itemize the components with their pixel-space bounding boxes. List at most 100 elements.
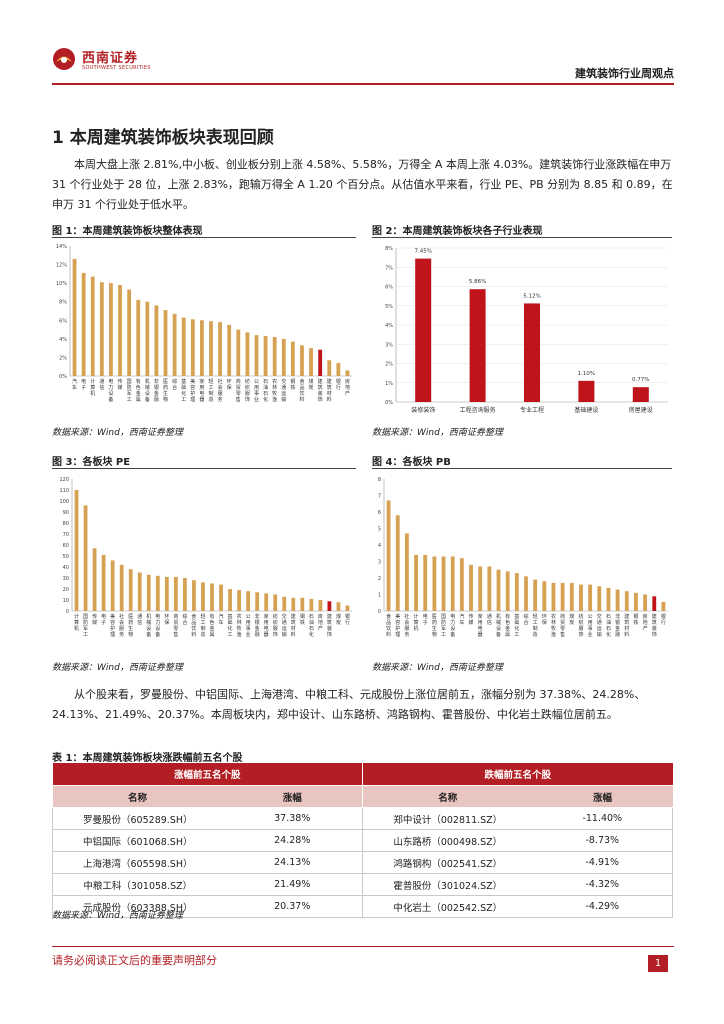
y-tick-label: 2% <box>59 355 67 361</box>
y-tick-label: 6% <box>59 318 67 324</box>
table-body: 罗曼股份（605289.SH） 37.38% 郑中设计（002811.SZ） -11.… <box>52 807 674 918</box>
bar <box>395 515 400 611</box>
bar <box>237 590 241 611</box>
section-title: 1 本周建筑装饰板块表现回顾 <box>52 128 274 148</box>
y-tick-label: 3% <box>385 342 393 348</box>
x-tick-label: 基础化工 <box>228 613 233 638</box>
bar <box>415 258 432 402</box>
gainer-name: 中铝国际（601068.SH） <box>52 829 223 852</box>
x-tick-label: 农林牧渔 <box>551 613 556 638</box>
y-tick-label: 70 <box>63 532 69 538</box>
bar <box>210 583 214 611</box>
report-title: 建筑装饰行业周观点 <box>575 67 674 80</box>
x-tick-label: 通信 <box>487 613 492 626</box>
y-tick-label: 110 <box>59 488 69 494</box>
x-tick-label: 商贸零售 <box>173 613 178 638</box>
y-tick-label: 20 <box>63 587 69 593</box>
loser-change: -11.40% <box>532 807 674 830</box>
bar <box>606 587 611 611</box>
bar <box>128 569 133 611</box>
chart-subsector-performance: 0% 1% 2% 3% 4% 5% 6% 7% 8% 7.45% 装修装饰 5.86% 工程咨询服务 5.… <box>385 246 668 414</box>
bar <box>136 299 141 376</box>
bar <box>164 576 169 611</box>
x-tick-label: 社会服务 <box>404 613 409 638</box>
y-tick-label: 3 <box>378 560 381 566</box>
y-tick-label: 4 <box>378 543 381 549</box>
bar <box>459 558 464 611</box>
bar <box>469 564 473 611</box>
x-tick-label: 汽车 <box>219 613 224 626</box>
gainer-name: 元成股份（603388.SH） <box>52 895 223 918</box>
paragraph-market-review: 本周大盘上涨 2.81%,中小板、创业板分别上涨 4.58%、5.58%，万得全… <box>52 158 673 211</box>
bar <box>551 582 556 611</box>
x-tick-label: 传媒 <box>469 613 474 626</box>
x-tick-label: 环保 <box>164 614 169 626</box>
data-label: 7.45% <box>414 249 431 255</box>
gainer-name: 中粮工科（301058.SZ） <box>52 873 223 896</box>
y-tick-label: 0% <box>59 374 67 380</box>
bar <box>505 571 510 611</box>
table-caption: 表 1：本周建筑装饰板块涨跌幅前五名个股 <box>52 753 243 764</box>
x-tick-label: 商贸零售 <box>560 613 565 638</box>
bar <box>101 554 106 611</box>
figure-4-rule <box>372 468 672 469</box>
data-label: 1.10% <box>578 371 595 377</box>
x-tick-label: 房地产 <box>345 378 350 397</box>
page-number: 1 <box>648 955 668 972</box>
bar <box>336 363 341 376</box>
y-tick-label: 5 <box>378 527 381 533</box>
top-movers-table: 涨幅前五名个股 跌幅前五名个股 名称 涨幅 名称 涨幅 罗曼股份（605289.… <box>52 763 674 918</box>
y-tick-label: 1 <box>378 593 381 599</box>
table-row: 罗曼股份（605289.SH） 37.38% 郑中设计（002811.SZ） -11.… <box>52 807 674 830</box>
data-label: 5.12% <box>523 293 540 299</box>
bar <box>201 582 205 611</box>
bar <box>318 349 323 376</box>
x-tick-label: 基础化工 <box>514 613 519 638</box>
bar <box>524 303 540 402</box>
x-tick-label: 环保 <box>227 379 232 391</box>
bar <box>469 289 486 402</box>
paragraph-stock-review: 从个股来看，罗曼股份、中铝国际、上海港湾、中粮工科、元成股份上涨位居前五，涨幅分… <box>52 688 646 721</box>
x-tick-label: 建筑材料 <box>291 613 296 638</box>
gainer-name: 上海港湾（605598.SH） <box>52 851 223 874</box>
x-tick-label: 煤炭 <box>569 613 574 626</box>
bar <box>634 592 638 611</box>
bar <box>514 573 519 611</box>
footer-divider <box>52 946 674 947</box>
bar <box>246 591 251 611</box>
header-divider <box>52 83 674 85</box>
x-tick-label: 交通运输 <box>597 613 602 638</box>
x-tick-label: 汽车 <box>459 613 464 626</box>
loser-name: 鸿路钢构（002541.SZ） <box>362 851 533 874</box>
x-tick-label: 交通运输 <box>281 378 286 403</box>
y-tick-label: 0% <box>385 400 393 406</box>
x-tick-label: 商贸零售 <box>236 378 241 403</box>
figure-3-source: 数据来源：Wind，西南证券整理 <box>52 663 183 673</box>
figure-2-source: 数据来源：Wind，西南证券整理 <box>372 428 503 438</box>
x-tick-label: 电子 <box>81 378 86 391</box>
x-tick-label: 有色金属 <box>136 378 141 403</box>
bar <box>83 505 88 611</box>
x-tick-label: 食品饮料 <box>386 613 391 638</box>
column-header-change: 涨幅 <box>532 785 673 808</box>
bar <box>99 282 104 376</box>
x-tick-label: 美容护理 <box>395 613 400 638</box>
x-tick-label: 家用电器 <box>199 378 204 403</box>
loser-name: 中化岩土（002542.SZ） <box>362 895 533 918</box>
x-tick-label: 纺织服饰 <box>245 378 250 403</box>
x-tick-label: 电力设备 <box>155 613 160 638</box>
x-tick-label: 食品饮料 <box>299 378 304 403</box>
x-tick-label: 计算机 <box>90 378 95 397</box>
x-tick-label: 电子 <box>101 613 106 626</box>
y-tick-label: 4% <box>59 337 67 343</box>
bar <box>578 380 595 402</box>
bar <box>661 601 666 611</box>
bar <box>423 554 428 611</box>
figure-2-rule <box>372 237 672 238</box>
x-tick-label: 国防军工 <box>83 614 88 638</box>
y-tick-label: 7% <box>385 265 393 271</box>
x-tick-label: 计算机 <box>414 613 419 632</box>
southwest-securities-logo-icon <box>53 48 75 70</box>
table-row: 中粮工科（301058.SZ） 21.49% 霍普股份（301024.SZ） -4.3… <box>52 873 674 896</box>
loser-name: 郑中设计（002811.SZ） <box>362 807 533 830</box>
